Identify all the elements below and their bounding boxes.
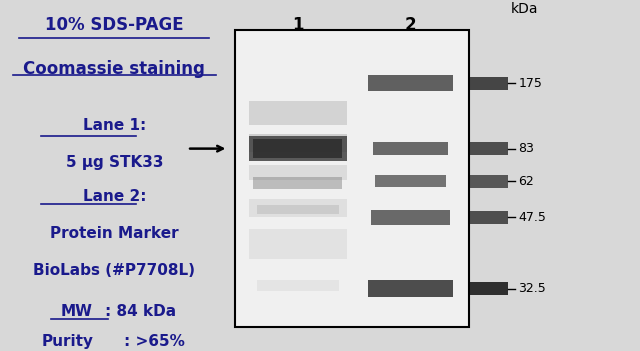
- Bar: [368, 75, 452, 91]
- Text: 62: 62: [518, 175, 534, 188]
- Text: Purity: Purity: [42, 334, 93, 349]
- Text: 5 μg STK33: 5 μg STK33: [65, 155, 163, 170]
- Bar: [375, 176, 445, 187]
- Text: BioLabs (#P7708L): BioLabs (#P7708L): [33, 263, 195, 278]
- Bar: [249, 165, 347, 180]
- Text: MW: MW: [60, 304, 92, 318]
- Bar: [253, 139, 342, 158]
- Text: Lane 2:: Lane 2:: [83, 188, 146, 204]
- Text: 83: 83: [518, 142, 534, 155]
- Text: kDa: kDa: [511, 2, 538, 16]
- Bar: [249, 199, 347, 217]
- Bar: [249, 134, 347, 152]
- Bar: [257, 205, 339, 214]
- Text: 32.5: 32.5: [518, 282, 546, 295]
- Bar: [371, 210, 450, 225]
- Bar: [470, 175, 508, 188]
- Text: 175: 175: [518, 77, 542, 90]
- Text: Protein Marker: Protein Marker: [50, 226, 179, 241]
- Bar: [253, 177, 342, 189]
- Bar: [470, 211, 508, 224]
- Text: : 84 kDa: : 84 kDa: [105, 304, 176, 318]
- Text: Coomassie staining: Coomassie staining: [23, 60, 205, 78]
- Bar: [249, 229, 347, 259]
- Bar: [249, 136, 347, 161]
- Bar: [470, 142, 508, 155]
- Bar: [470, 282, 508, 295]
- Text: 2: 2: [404, 16, 416, 34]
- Bar: [470, 77, 508, 90]
- Bar: [249, 101, 347, 125]
- Bar: [257, 280, 339, 291]
- Bar: [373, 142, 448, 155]
- Text: Lane 1:: Lane 1:: [83, 118, 146, 133]
- Text: 1: 1: [292, 16, 303, 34]
- Bar: [368, 280, 452, 297]
- Text: 47.5: 47.5: [518, 211, 547, 224]
- Text: : >65%: : >65%: [124, 334, 185, 349]
- Text: 10% SDS-PAGE: 10% SDS-PAGE: [45, 16, 184, 34]
